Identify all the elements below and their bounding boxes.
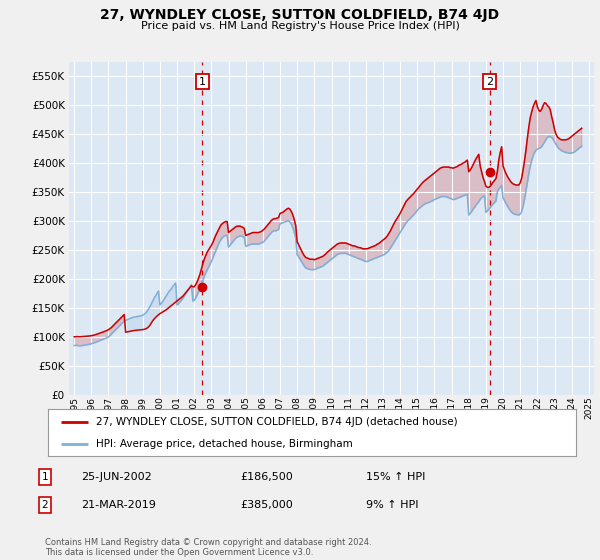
Text: 27, WYNDLEY CLOSE, SUTTON COLDFIELD, B74 4JD (detached house): 27, WYNDLEY CLOSE, SUTTON COLDFIELD, B74… (95, 417, 457, 427)
Text: 1: 1 (41, 472, 49, 482)
Text: 15% ↑ HPI: 15% ↑ HPI (366, 472, 425, 482)
Text: HPI: Average price, detached house, Birmingham: HPI: Average price, detached house, Birm… (95, 438, 352, 449)
Text: 2: 2 (486, 77, 493, 87)
Text: £385,000: £385,000 (240, 500, 293, 510)
Text: 25-JUN-2002: 25-JUN-2002 (81, 472, 152, 482)
Text: 2: 2 (41, 500, 49, 510)
Text: 21-MAR-2019: 21-MAR-2019 (81, 500, 156, 510)
Text: 9% ↑ HPI: 9% ↑ HPI (366, 500, 419, 510)
Text: 1: 1 (199, 77, 206, 87)
Text: £186,500: £186,500 (240, 472, 293, 482)
Text: 27, WYNDLEY CLOSE, SUTTON COLDFIELD, B74 4JD: 27, WYNDLEY CLOSE, SUTTON COLDFIELD, B74… (100, 8, 500, 22)
Text: Price paid vs. HM Land Registry's House Price Index (HPI): Price paid vs. HM Land Registry's House … (140, 21, 460, 31)
Text: Contains HM Land Registry data © Crown copyright and database right 2024.
This d: Contains HM Land Registry data © Crown c… (45, 538, 371, 557)
